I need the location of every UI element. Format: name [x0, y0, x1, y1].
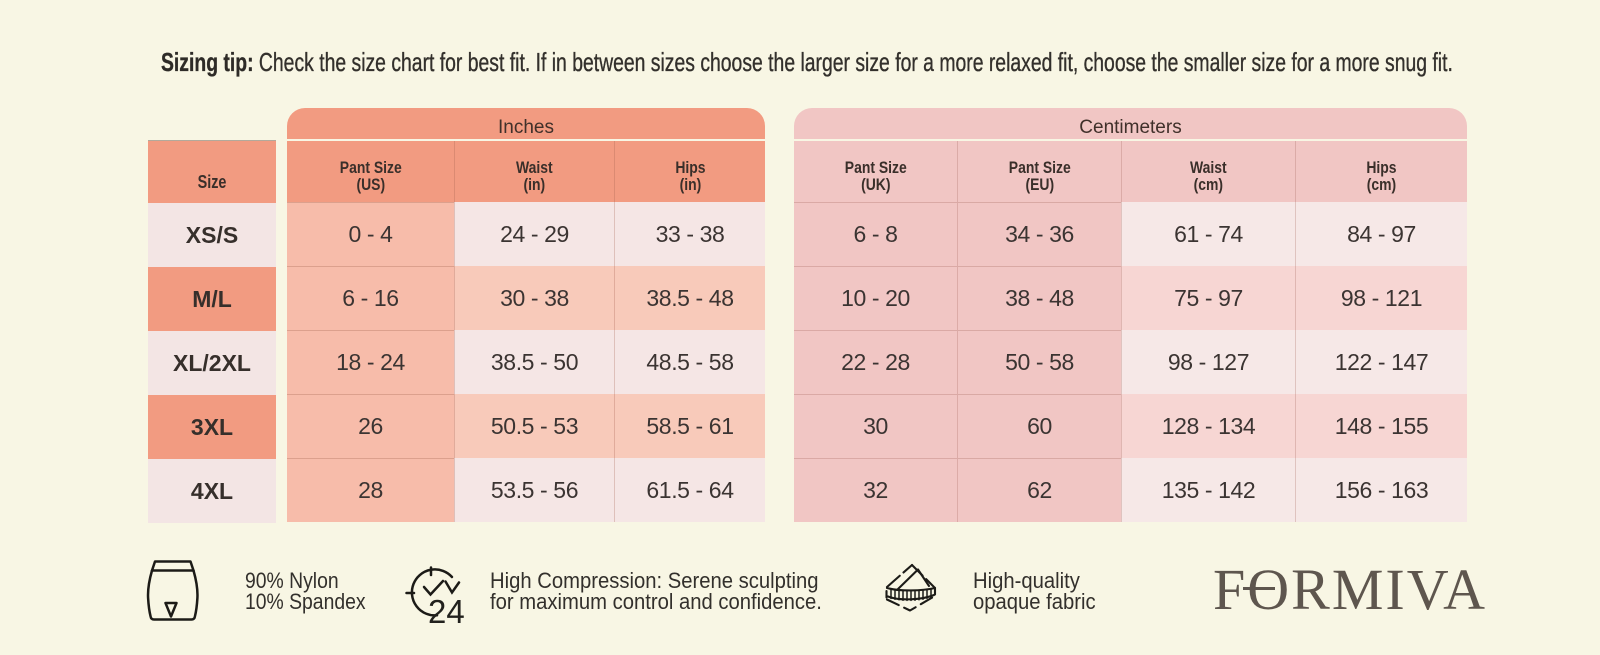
- svg-text:24: 24: [428, 593, 465, 630]
